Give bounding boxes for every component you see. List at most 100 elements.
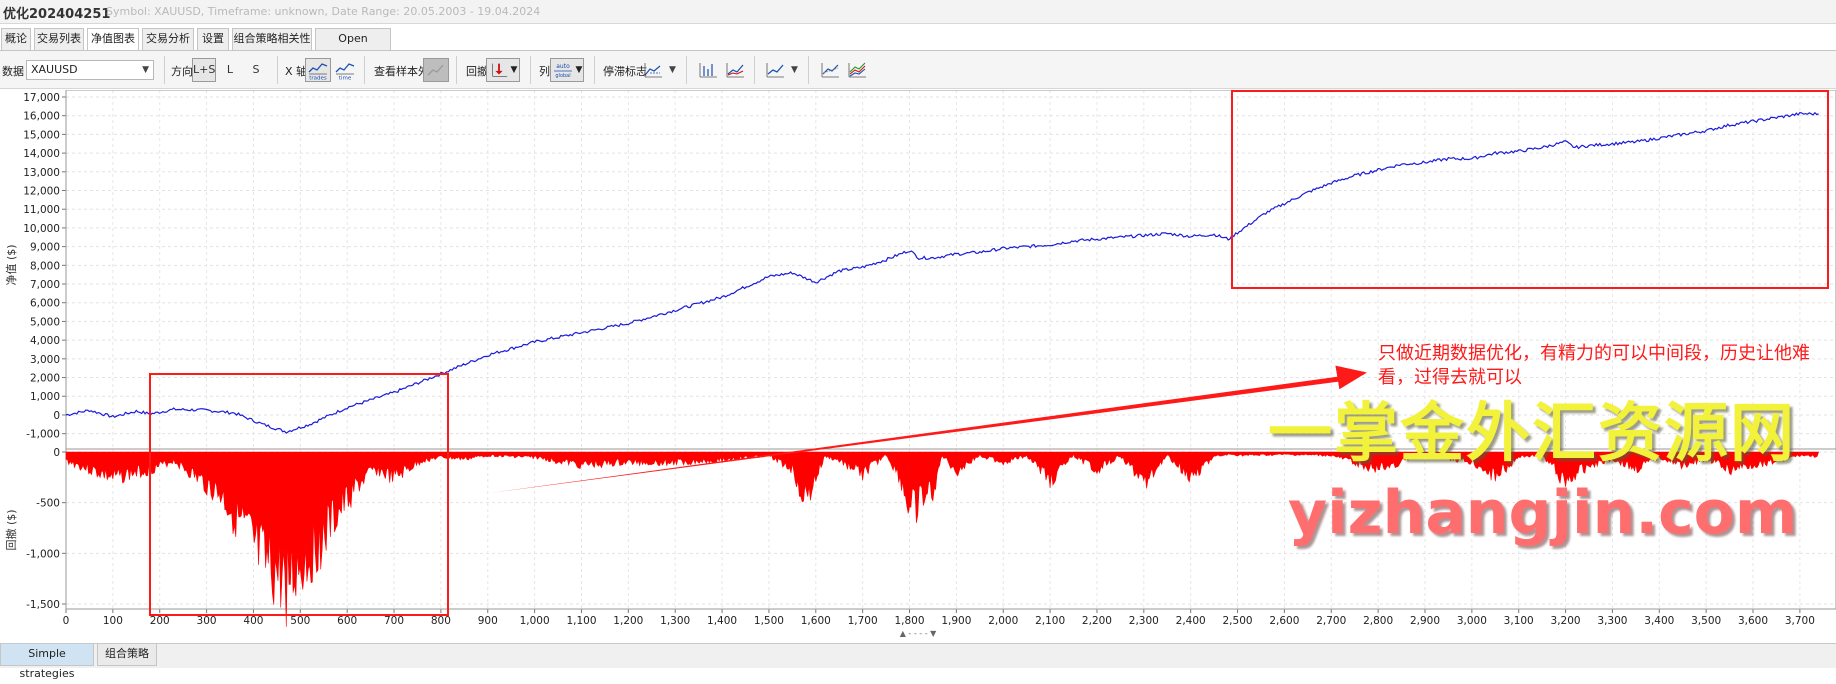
highlight-box-recent <box>1231 90 1829 289</box>
y-tick-label: 0 <box>53 447 60 459</box>
highlight-box-early <box>149 373 449 616</box>
title-bar: 优化202404251 Symbol: XAUUSD, Timeframe: u… <box>0 0 1836 24</box>
x-tick-label: 200 <box>150 615 170 627</box>
line-chart-icon <box>726 63 744 78</box>
toolbar-separator <box>594 56 595 84</box>
drawdown-plot-frame <box>65 448 1836 610</box>
chevron-down-icon: ▼ <box>575 65 583 75</box>
x-tick-label: 2,700 <box>1316 615 1346 627</box>
toolbar-separator <box>686 56 687 84</box>
data-select[interactable]: XAUUSD ▼ <box>26 60 154 80</box>
chevron-down-icon[interactable]: ▼ <box>791 65 798 75</box>
tab-divider <box>0 50 1836 51</box>
columns-dropdown[interactable]: auto global ▼ <box>550 58 584 82</box>
chart-type-button[interactable] <box>762 58 788 82</box>
tab-trade-list[interactable]: 交易列表 <box>34 28 84 50</box>
toolbar: 数据 XAUUSD ▼ 方向 L+S L S X 轴 trades time 查… <box>0 51 1836 89</box>
bar-chart-button[interactable] <box>695 58 721 82</box>
out-of-sample-toggle[interactable] <box>423 58 449 82</box>
y-tick-label: -1,000 <box>26 548 60 560</box>
toolbar-separator <box>456 56 457 84</box>
x-tick-label: 2,300 <box>1129 615 1159 627</box>
toolbar-separator <box>808 56 809 84</box>
trades-chart-icon: trades <box>308 63 328 80</box>
x-tick-label: 2,500 <box>1223 615 1253 627</box>
multi-series-button[interactable] <box>844 58 870 82</box>
toolbar-separator <box>530 56 531 84</box>
drawdown-dropdown[interactable]: ▼ <box>486 58 520 82</box>
y-tick-label: 11,000 <box>23 204 60 216</box>
chevron-down-icon: ▼ <box>510 65 518 75</box>
y-tick-label: 17,000 <box>23 92 60 104</box>
x-tick-label: 3,200 <box>1551 615 1581 627</box>
auto-columns-icon: auto global <box>553 63 572 79</box>
watermark-title: 一掌金外汇资源网 <box>1268 397 1796 471</box>
y-tick-label: 5,000 <box>30 316 60 328</box>
y-tick-label: -500 <box>36 498 60 510</box>
direction-short-button[interactable]: S <box>252 63 260 76</box>
x-tick-label: 1,000 <box>520 615 550 627</box>
toolbar-separator <box>164 56 165 84</box>
y-tick-label: 13,000 <box>23 167 60 179</box>
y-tick-label: 8,000 <box>30 260 60 272</box>
drawdown-area <box>65 451 1820 627</box>
sample-chart-icon <box>427 64 444 76</box>
y-tick-label: -1,500 <box>26 599 60 611</box>
stagnation-button[interactable] <box>640 58 666 82</box>
tab-trade-analysis[interactable]: 交易分析 <box>142 28 194 50</box>
x-tick-label: 2,900 <box>1410 615 1440 627</box>
xaxis-trades-button[interactable]: trades <box>305 58 331 82</box>
tab-equity-chart[interactable]: 净值图表 <box>87 28 139 51</box>
x-tick-label: 1,400 <box>707 615 737 627</box>
toolbar-separator <box>754 56 755 84</box>
x-tick-label: 2,800 <box>1363 615 1393 627</box>
columns-auto-sub-text: global <box>555 73 570 79</box>
compare-chart-button[interactable] <box>817 58 843 82</box>
out-of-sample-label: 查看样本外 <box>374 65 429 78</box>
x-tick-label: 3,100 <box>1504 615 1534 627</box>
columns-label: 列 <box>539 65 550 78</box>
tab-open-balances[interactable]: Open balances <box>315 28 391 65</box>
tab-bar: 概论 交易列表 净值图表 交易分析 设置 组合策略相关性 Open balanc… <box>0 28 1836 65</box>
compare-chart-icon <box>821 63 839 78</box>
tab-overview[interactable]: 概论 <box>1 28 31 50</box>
x-tick-label: 3,300 <box>1597 615 1627 627</box>
x-tick-label: 900 <box>478 615 498 627</box>
x-tick-label: 2,400 <box>1176 615 1206 627</box>
x-tick-label: 800 <box>431 615 451 627</box>
y-tick-label: 16,000 <box>23 111 60 123</box>
xaxis-time-text: time <box>339 76 352 81</box>
x-tick-label: 100 <box>103 615 123 627</box>
chevron-down-icon[interactable]: ▼ <box>669 65 676 75</box>
x-tick-label: 1,800 <box>894 615 924 627</box>
equity-chart[interactable]: 17,000 16,000 15,000 14,000 13,000 12,000 11,0… <box>0 90 1836 627</box>
tab-portfolio-strategies[interactable]: 组合策略 <box>97 644 157 666</box>
toolbar-separator <box>277 56 278 84</box>
y-tick-label: 14,000 <box>23 148 60 160</box>
y-tick-label: 6,000 <box>30 298 60 310</box>
panel-collapse-handle[interactable]: ▲ - - - - ▼ <box>899 629 937 638</box>
direction-long-short-button[interactable]: L+S <box>192 58 216 82</box>
x-tick-label: 300 <box>197 615 217 627</box>
y-tick-label: 15,000 <box>23 129 60 141</box>
drawdown-y-ticks: 0 -500 -1,000 -1,500 <box>26 447 66 611</box>
y-tick-label: 12,000 <box>23 186 60 198</box>
direction-long-button[interactable]: L <box>226 63 234 76</box>
stagnation-label: 停滞标志 <box>603 65 647 78</box>
annotation-arrow-head <box>1335 365 1367 390</box>
x-axis-ticks: 0 100 200 300 400 500 600 700 800 900 1,000 1,100 1,… <box>63 609 1815 627</box>
window-title: 优化202404251 <box>3 7 111 22</box>
tab-settings[interactable]: 设置 <box>197 28 229 50</box>
data-select-value: XAUUSD <box>31 63 78 76</box>
x-tick-label: 2,600 <box>1269 615 1299 627</box>
toolbar-separator <box>364 56 365 84</box>
line-chart-button[interactable] <box>722 58 748 82</box>
xaxis-time-button[interactable]: time <box>332 58 358 82</box>
tab-simple-strategies[interactable]: Simple strategies <box>0 644 94 680</box>
y-tick-label: 9,000 <box>30 242 60 254</box>
x-tick-label: 400 <box>243 615 263 627</box>
tab-portfolio-correlation[interactable]: 组合策略相关性 <box>232 28 312 50</box>
bars-icon <box>699 63 717 78</box>
x-tick-label: 2,100 <box>1035 615 1065 627</box>
time-chart-icon: time <box>335 63 355 81</box>
